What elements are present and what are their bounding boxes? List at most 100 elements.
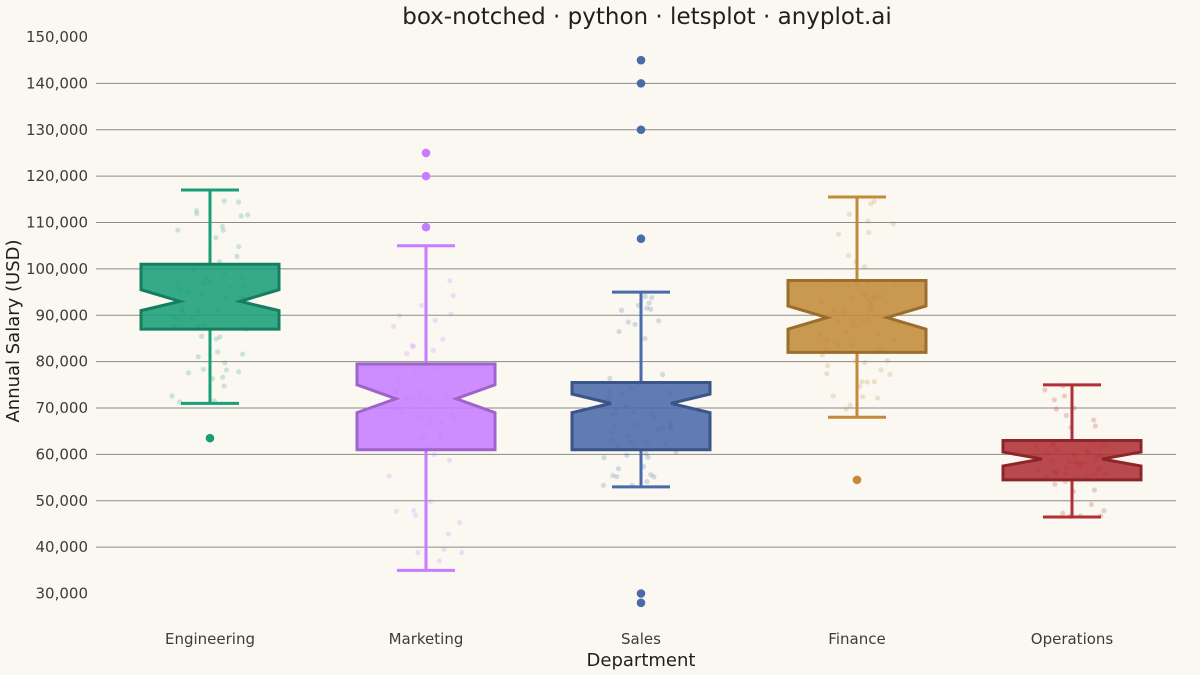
jitter-point	[415, 550, 421, 556]
jitter-point	[614, 473, 620, 480]
jitter-point	[215, 349, 221, 355]
jitter-point	[441, 546, 447, 552]
outlier-point	[636, 79, 646, 88]
jitter-point	[871, 379, 877, 385]
jitter-point	[871, 198, 878, 204]
jitter-point	[1063, 412, 1069, 419]
jitter-point	[651, 474, 657, 480]
jitter-point	[213, 336, 219, 342]
jitter-point	[221, 198, 227, 204]
jitter-point	[1088, 501, 1095, 507]
jitter-point	[411, 508, 417, 514]
jitter-point	[391, 323, 397, 329]
jitter-point	[195, 354, 201, 360]
x-tick-label: Finance	[828, 630, 885, 648]
jitter-point	[868, 201, 874, 207]
jitter-point	[862, 359, 868, 366]
jitter-point	[1042, 387, 1048, 393]
jitter-point	[193, 207, 200, 214]
jitter-point	[865, 218, 871, 224]
outlier-point	[636, 598, 646, 608]
jitter-point	[847, 402, 853, 408]
jitter-point	[878, 367, 884, 373]
jitter-point	[1092, 423, 1098, 429]
jitter-point	[245, 212, 251, 218]
x-axis-title: Department	[587, 650, 696, 671]
jitter-point	[1061, 393, 1068, 399]
jitter-point	[1053, 406, 1059, 412]
jitter-point	[221, 383, 227, 389]
jitter-point	[642, 293, 648, 300]
box-finance	[786, 195, 928, 485]
boxes	[139, 55, 1143, 608]
jitter-point	[648, 472, 654, 478]
jitter-point	[875, 395, 881, 401]
jitter-point	[1091, 487, 1098, 493]
y-tick-label: 70,000	[36, 399, 89, 417]
jitter-point	[177, 399, 183, 405]
jitter-point	[235, 199, 242, 205]
outlier-point	[421, 222, 431, 232]
jitter-point	[236, 369, 242, 375]
jitter-point	[440, 336, 446, 342]
jitter-point	[646, 300, 652, 306]
jitter-point	[616, 328, 622, 335]
jitter-point	[649, 295, 655, 301]
x-axis-ticks: Engineering Marketing Sales Finance Operatio…	[165, 630, 1113, 648]
jitter-point	[436, 558, 442, 564]
jitter-point	[644, 478, 650, 485]
outlier-point	[421, 148, 431, 158]
notched-box	[139, 262, 281, 331]
jitter-point	[234, 253, 240, 260]
jitter-point	[644, 305, 650, 311]
jitter-point	[185, 370, 192, 376]
jitter-point	[200, 366, 206, 372]
jitter-point	[884, 358, 891, 364]
jitter-point	[1051, 397, 1057, 403]
jitter-point	[1091, 417, 1097, 423]
jitter-point	[846, 211, 852, 217]
jitter-point	[859, 379, 865, 385]
jitter-point	[447, 278, 453, 284]
jitter-point	[404, 351, 410, 357]
jitter-point	[448, 311, 454, 317]
jitter-point	[600, 482, 607, 488]
jitter-point	[607, 375, 613, 382]
box-marketing	[355, 148, 497, 572]
jitter-point	[843, 406, 849, 412]
jitter-point	[645, 454, 651, 460]
x-tick-label: Engineering	[165, 630, 255, 648]
y-tick-label: 40,000	[36, 538, 89, 556]
jitter-point	[824, 371, 830, 377]
y-tick-label: 100,000	[26, 260, 88, 278]
outlier-point	[205, 433, 215, 443]
jitter-point	[459, 549, 465, 556]
jitter-point	[427, 498, 433, 505]
jitter-point	[457, 519, 463, 526]
jitter-point	[642, 335, 648, 342]
jitter-point	[866, 230, 872, 236]
y-tick-label: 30,000	[36, 585, 89, 603]
outlier-point	[636, 589, 646, 598]
y-tick-label: 120,000	[26, 167, 88, 185]
outlier-point	[852, 475, 862, 485]
y-axis-title: Annual Salary (USD)	[3, 239, 24, 422]
jitter-point	[445, 531, 452, 537]
notched-box	[355, 362, 497, 452]
y-tick-label: 90,000	[36, 306, 89, 324]
y-tick-label: 140,000	[26, 74, 88, 92]
jitter-point	[410, 343, 417, 349]
jitter-point	[413, 512, 419, 518]
jitter-point	[1101, 508, 1107, 514]
jitter-point	[222, 360, 228, 366]
y-tick-label: 80,000	[36, 353, 89, 371]
jitter-point	[830, 393, 836, 399]
jitter-point	[213, 235, 219, 241]
jitter-point	[217, 334, 223, 340]
outlier-point	[636, 55, 646, 65]
x-tick-label: Operations	[1031, 630, 1114, 648]
jitter-point	[220, 374, 226, 380]
box-operations	[1001, 383, 1143, 519]
jitter-point	[1060, 510, 1066, 516]
